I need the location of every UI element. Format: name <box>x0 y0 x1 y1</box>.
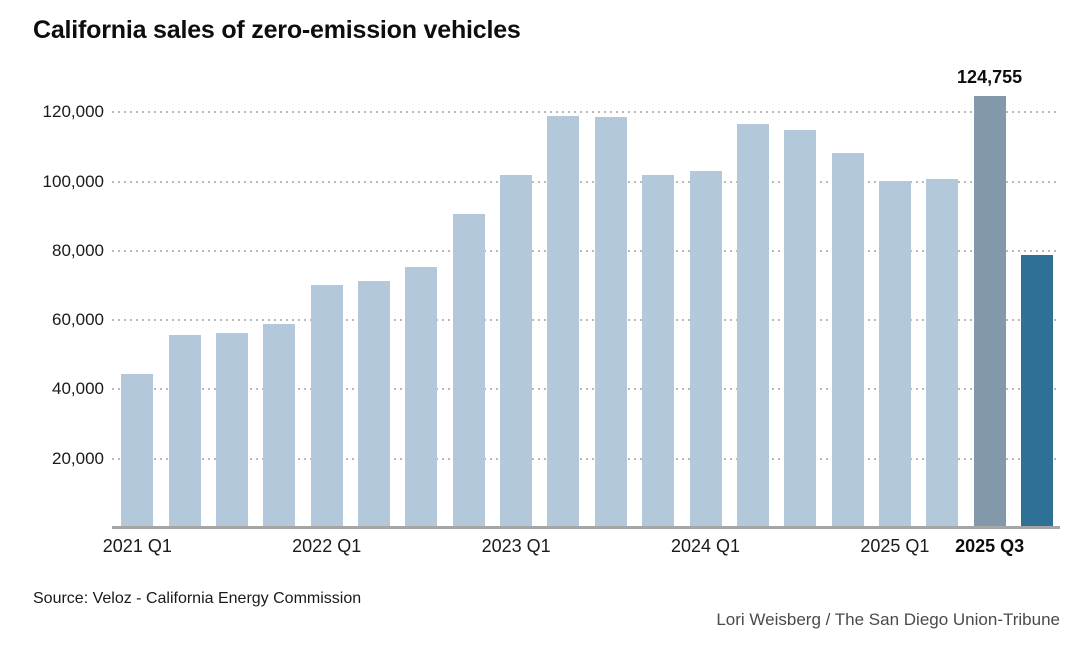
x-axis-tick-label: 2025 Q1 <box>860 536 930 556</box>
bar-2024-q2 <box>736 123 769 528</box>
y-axis-tick-label: 100,000 <box>42 171 104 191</box>
bar-2025-q4 <box>1020 254 1053 528</box>
plot-area: 20,000 40,000 60,000 80,000 100,000 120,000 20… <box>43 67 1060 556</box>
y-axis-tick-label: 120,000 <box>42 102 104 122</box>
bar-2022-q1 <box>310 284 343 528</box>
chart-title: California sales of zero-emission vehicl… <box>33 16 521 44</box>
bar-2023-q1 <box>500 175 533 528</box>
bar-2022-q2 <box>358 280 391 528</box>
y-axis-tick-label: 20,000 <box>52 448 104 468</box>
bar-2022-q4 <box>452 214 485 528</box>
bar-2021-q3 <box>216 332 248 528</box>
byline: Lori Weisberg / The San Diego Union-Trib… <box>716 610 1060 629</box>
bar-2024-q3 <box>784 129 817 528</box>
bar-2025-q1 <box>878 181 911 528</box>
bar-2023-q2 <box>547 116 580 528</box>
gridline-80,000 <box>112 249 1060 252</box>
bar-2023-q4 <box>642 174 675 528</box>
gridline-120,000 <box>112 111 1060 114</box>
bar-2021-q1 <box>121 373 154 528</box>
y-axis-tick-label: 40,000 <box>52 379 104 399</box>
x-axis-tick-label: 2024 Q1 <box>670 536 741 556</box>
x-axis-tick-label: 2025 Q3 <box>955 536 1025 556</box>
x-axis-tick-label: 2022 Q1 <box>292 536 362 556</box>
bar-2022-q3 <box>405 267 438 528</box>
gridline-20,000 <box>112 457 1060 460</box>
gridline-60,000 <box>112 319 1060 322</box>
bar-2021-q4 <box>263 323 296 528</box>
bar-2021-q2 <box>168 334 201 528</box>
x-axis-tick-label: 2021 Q1 <box>102 536 172 556</box>
bar-2024-q1 <box>689 171 722 528</box>
gridline-100,000 <box>112 180 1060 183</box>
bar-2025-q2 <box>926 179 959 528</box>
y-axis-tick-label: 80,000 <box>52 240 104 260</box>
bar-2025-q3 <box>973 95 1006 528</box>
bar-2023-q3 <box>594 117 627 528</box>
gridline-40,000 <box>112 388 1060 391</box>
source-note: Source: Veloz - California Energy Commis… <box>33 590 362 607</box>
x-axis-tick-label: 2023 Q1 <box>481 536 551 556</box>
x-axis-line <box>112 526 1060 529</box>
bar-value-label: 124,755 <box>957 66 1023 87</box>
y-axis-tick-label: 60,000 <box>52 310 104 330</box>
bar-2024-q4 <box>831 152 864 528</box>
